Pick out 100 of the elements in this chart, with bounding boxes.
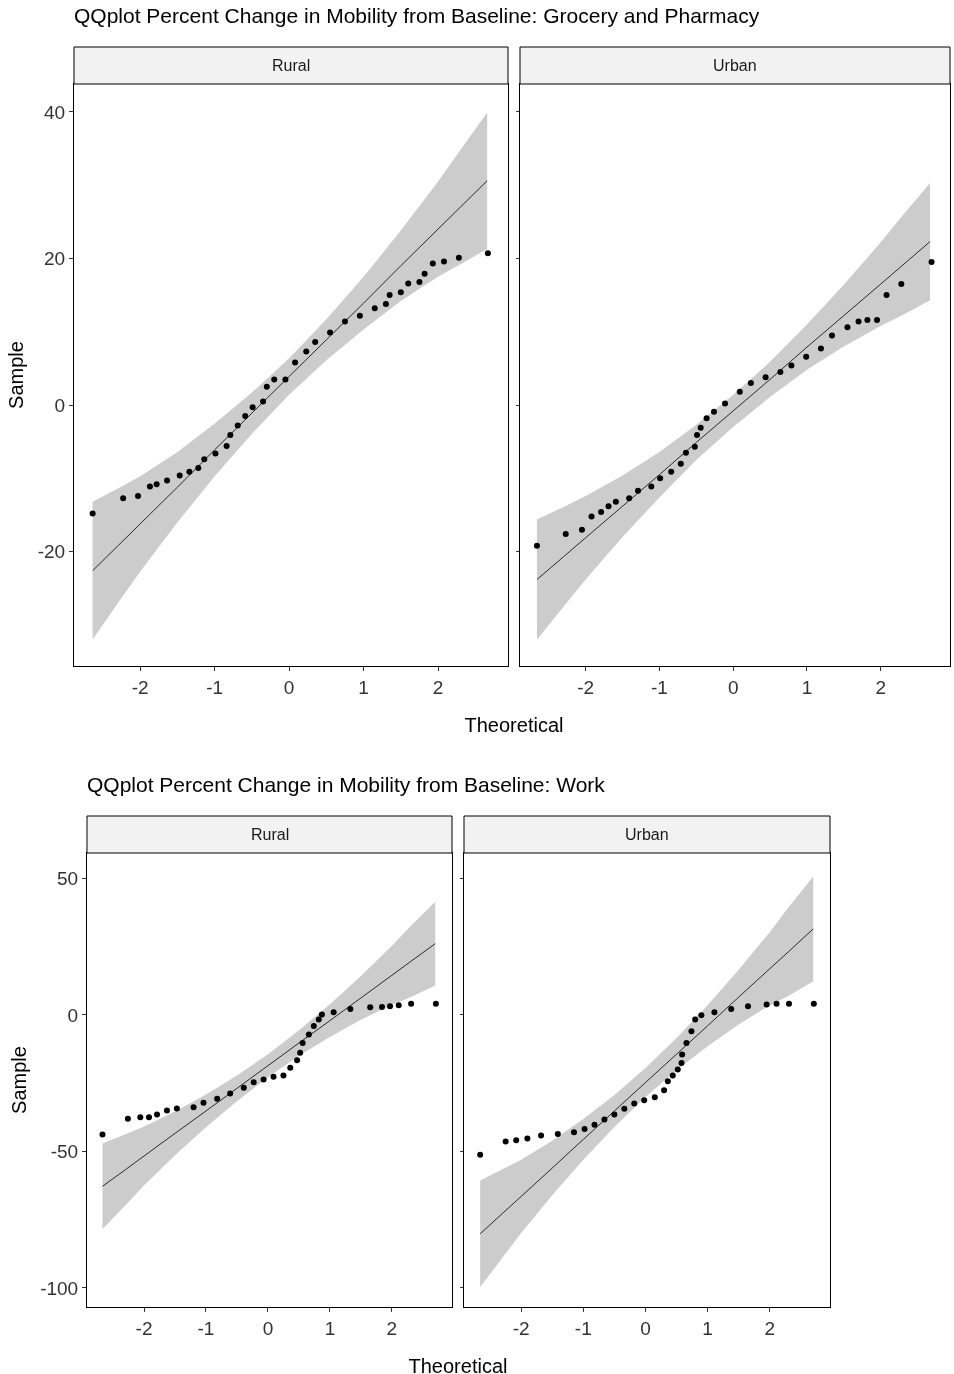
point	[679, 1051, 686, 1058]
point	[270, 1073, 277, 1080]
point	[315, 1016, 322, 1023]
x-tick-label: -1	[197, 1317, 215, 1339]
point	[803, 353, 810, 360]
x-axis-title: Theoretical	[464, 714, 564, 736]
point	[763, 1001, 770, 1008]
x-tick-label: 0	[283, 676, 295, 698]
x-tick-label: 2	[386, 1317, 398, 1339]
point	[668, 468, 675, 475]
point	[250, 1079, 257, 1086]
point	[605, 503, 612, 510]
point	[223, 443, 230, 450]
point	[378, 1003, 385, 1010]
chart-title: QQplot Percent Change in Mobility from Baseline: Work	[87, 773, 605, 797]
point	[648, 483, 655, 490]
x-axis-title: Theoretical	[408, 1355, 508, 1374]
point	[588, 513, 595, 520]
point	[697, 424, 704, 431]
point	[694, 432, 701, 439]
x-tick-label: -2	[131, 676, 149, 698]
point	[146, 483, 153, 490]
point	[855, 318, 862, 325]
point	[785, 1000, 792, 1007]
point	[747, 380, 754, 387]
point	[455, 254, 462, 261]
point	[173, 1105, 180, 1112]
point	[99, 1131, 106, 1138]
x-tick-label: 0	[727, 676, 739, 698]
point	[710, 408, 717, 415]
point	[828, 332, 835, 339]
point	[137, 1114, 144, 1121]
chart-subtitle: Urban	[625, 826, 669, 843]
x-tick-label: 2	[764, 1317, 776, 1339]
point	[429, 260, 436, 267]
point	[371, 305, 378, 312]
point	[612, 498, 619, 505]
point	[386, 292, 393, 299]
point	[294, 1057, 301, 1064]
point	[928, 259, 935, 266]
point	[864, 317, 871, 324]
point	[312, 339, 319, 346]
point	[817, 345, 824, 352]
point	[762, 374, 769, 381]
point	[533, 542, 540, 549]
point	[214, 1095, 221, 1102]
point	[190, 1104, 197, 1111]
point	[212, 450, 219, 457]
point	[502, 1138, 509, 1145]
point	[788, 362, 795, 369]
point	[678, 1059, 685, 1066]
chart-subtitle: Rural	[251, 826, 290, 843]
point	[240, 1084, 247, 1091]
x-tick-label: -1	[206, 676, 224, 698]
point	[873, 317, 880, 324]
y-tick-label: -20	[37, 541, 66, 563]
line-series	[92, 180, 488, 572]
point	[538, 1132, 545, 1139]
point	[898, 281, 905, 288]
point	[669, 1072, 676, 1079]
x-tick-label: -1	[650, 676, 668, 698]
point	[163, 1107, 170, 1114]
point	[303, 348, 310, 355]
x-tick-label: 1	[702, 1317, 713, 1339]
x-tick-label: 0	[262, 1317, 274, 1339]
point	[810, 1000, 817, 1007]
point	[397, 289, 404, 296]
point	[883, 292, 890, 299]
point	[135, 492, 142, 499]
point	[176, 472, 183, 479]
point	[164, 477, 171, 484]
x-tick-label: -1	[574, 1317, 592, 1339]
point	[736, 388, 743, 395]
point	[711, 1009, 718, 1016]
point	[260, 1076, 267, 1083]
point	[477, 1151, 484, 1158]
point	[242, 413, 249, 420]
point	[421, 270, 428, 277]
x-tick-label: 1	[358, 676, 369, 698]
y-tick-label: 0	[67, 1004, 79, 1026]
point	[688, 1028, 695, 1035]
point	[124, 1115, 131, 1122]
x-tick-label: 1	[801, 676, 813, 698]
point	[674, 1066, 681, 1073]
y-tick-label: 0	[54, 394, 66, 416]
point	[677, 460, 684, 467]
line-series	[102, 943, 436, 1187]
point	[297, 1049, 304, 1056]
point	[773, 1000, 780, 1007]
point	[416, 278, 423, 285]
x-tick-label: 2	[875, 676, 886, 698]
point	[330, 1009, 337, 1016]
chart-title: QQplot Percent Change in Mobility from Baseline: Grocery and Pharmacy	[74, 4, 760, 28]
point	[200, 1099, 207, 1106]
point	[581, 1126, 588, 1132]
point	[554, 1130, 561, 1137]
x-tick-label: 1	[324, 1317, 336, 1339]
y-tick-label: -100	[40, 1277, 79, 1299]
x-tick-label: 2	[432, 676, 444, 698]
point	[722, 400, 729, 407]
